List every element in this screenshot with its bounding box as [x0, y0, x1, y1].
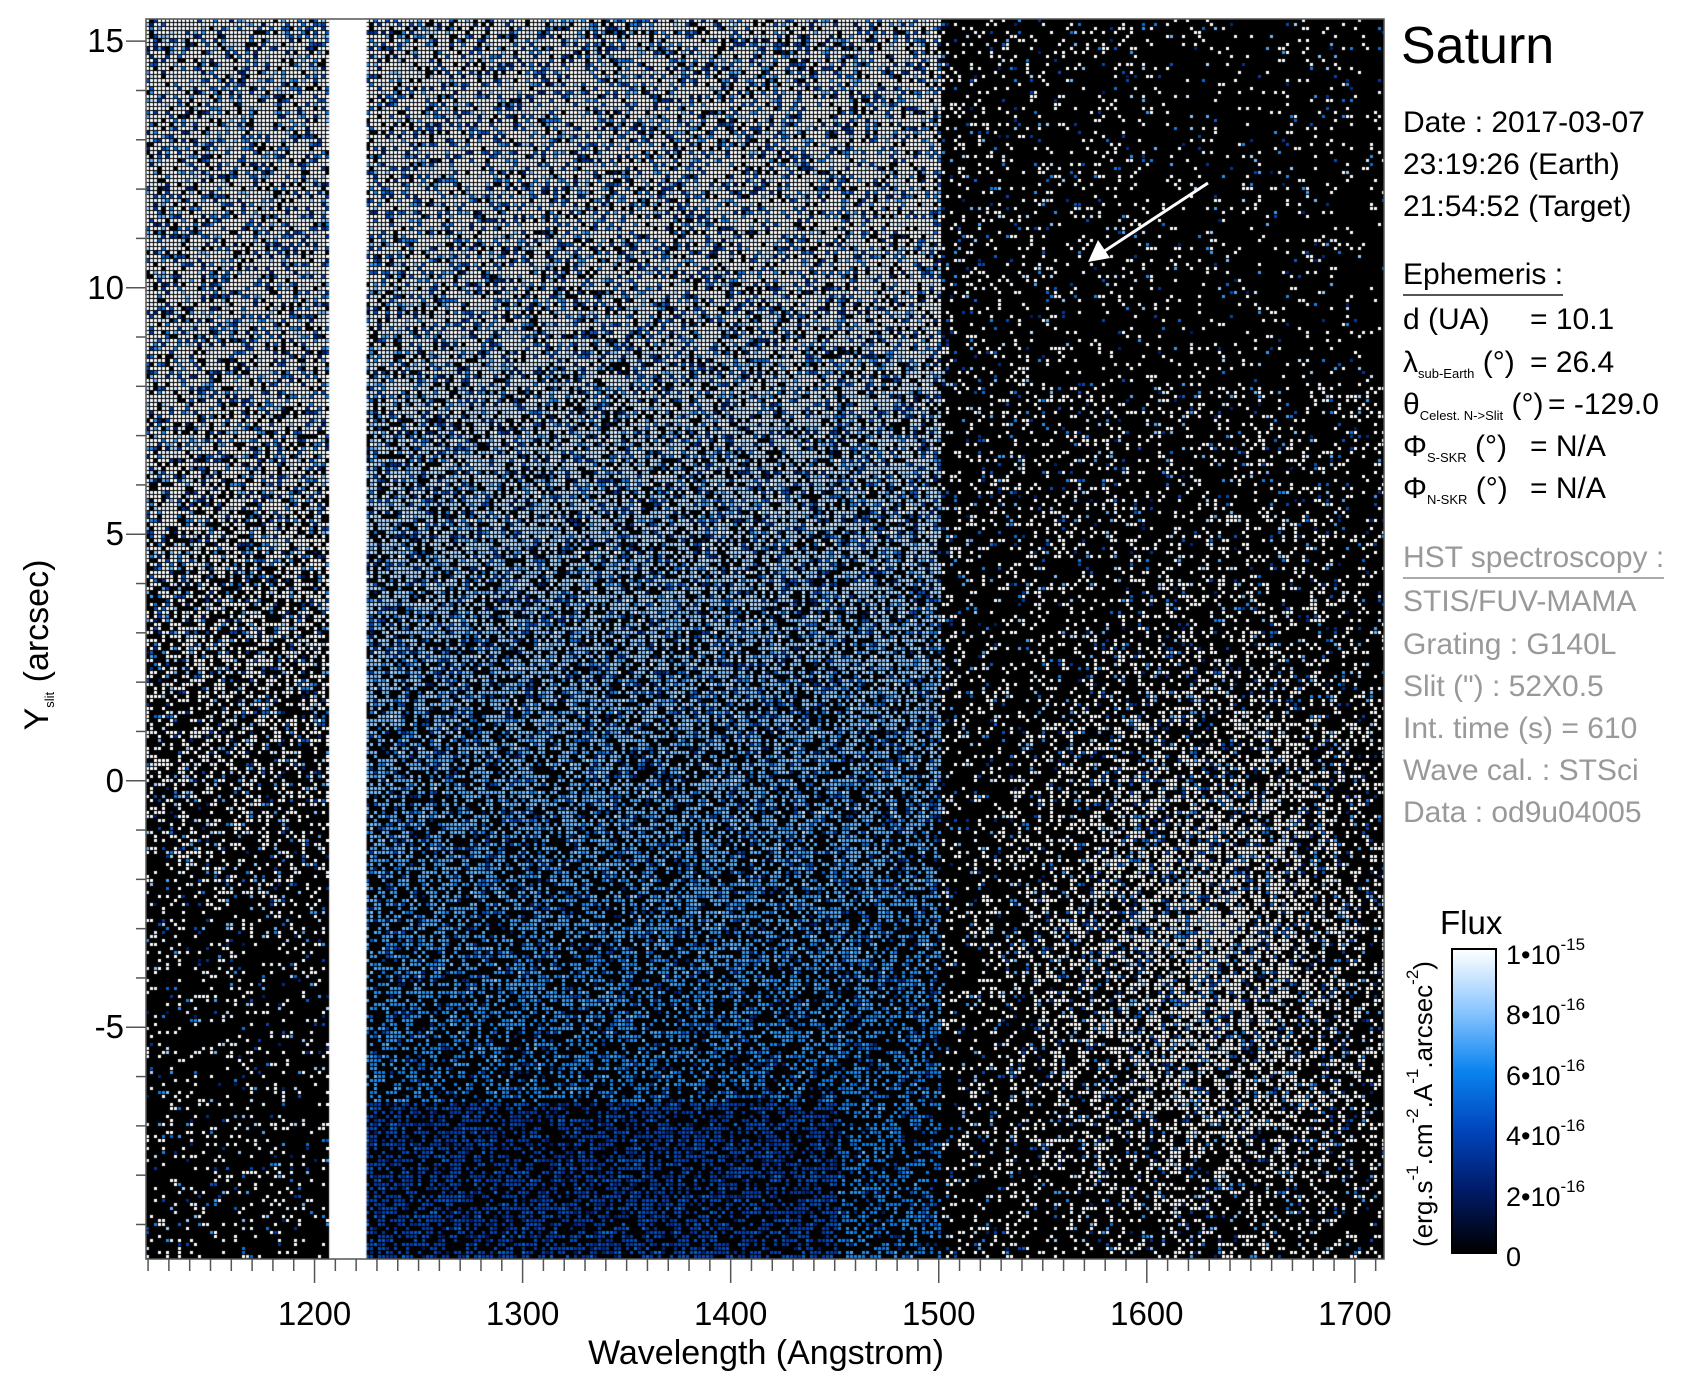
phi-n-symbol: Φ — [1403, 472, 1427, 505]
data-id-text: Data : od9u04005 — [1403, 796, 1642, 829]
target-time-text: 21:54:52 (Target) — [1403, 190, 1632, 223]
cb-unit-h: -2 — [1403, 969, 1422, 985]
phi-n-unit: (°) — [1475, 472, 1508, 505]
colorbar-title: Flux — [1440, 904, 1503, 941]
colorbar-tick-exponent: -16 — [1560, 1176, 1586, 1196]
earth-time-text: 23:19:26 (Earth) — [1403, 148, 1620, 181]
theta-unit: (°) — [1511, 388, 1544, 421]
y-tick-label: 0 — [105, 761, 124, 799]
cb-unit-c: .cm — [1408, 1123, 1438, 1166]
phi-n-sub: N-SKR — [1426, 492, 1468, 507]
colorbar-tick-mantissa: 6•10 — [1506, 1060, 1561, 1091]
x-tick-label: 1300 — [485, 1295, 560, 1332]
colorbar-tick-mantissa: 2•10 — [1506, 1181, 1561, 1212]
annotation-arrow-shaft — [1099, 181, 1209, 256]
ephemeris-phi-s-label: ΦS-SKR (°) — [1403, 430, 1507, 465]
x-tick-label: 1600 — [1110, 1295, 1184, 1332]
date-text: Date : 2017-03-07 — [1403, 106, 1645, 139]
ephemeris-phi-n-label: ΦN-SKR (°) — [1403, 472, 1508, 507]
colorbar-tick-mantissa: 8•10 — [1506, 1000, 1561, 1031]
cb-unit-f: -1 — [1403, 1068, 1422, 1084]
colorbar-tick-label: 4•10-16 — [1506, 1117, 1585, 1150]
colorbar-tick-label: 8•10-16 — [1506, 996, 1585, 1029]
ephemeris-lambda-label: λsub-Earth (°) — [1403, 346, 1515, 381]
ephemeris-phi-n-value: = N/A — [1530, 472, 1606, 505]
colorbar-tick-exponent: -15 — [1560, 935, 1586, 954]
ephemeris-heading: Ephemeris : — [1403, 260, 1564, 296]
int-time-text: Int. time (s) = 610 — [1403, 712, 1638, 745]
cb-unit-a: (erg.s — [1408, 1180, 1438, 1247]
lambda-sub: sub-Earth — [1418, 366, 1475, 381]
y-axis-label-main: Y — [18, 707, 56, 731]
y-axis-label-unit: (arcsec) — [18, 559, 56, 683]
theta-symbol: θ — [1403, 388, 1420, 421]
colorbar-tick-exponent: -16 — [1560, 1055, 1586, 1075]
colorbar-unit-label: (erg.s-1.cm-2.A-1.arcsec-2) — [1403, 961, 1438, 1247]
lambda-symbol: λ — [1403, 346, 1418, 379]
cb-unit-d: -2 — [1403, 1108, 1422, 1124]
phi-s-sub: S-SKR — [1426, 450, 1467, 465]
x-axis-label: Wavelength (Angstrom) — [588, 1334, 944, 1372]
colorbar-tick-label: 1•10-15 — [1506, 936, 1585, 969]
target-title: Saturn — [1401, 17, 1555, 75]
ephemeris-d-value: = 10.1 — [1530, 303, 1615, 336]
cb-unit-b: -1 — [1403, 1165, 1422, 1181]
colorbar-tick-label: 2•10-16 — [1506, 1178, 1585, 1211]
grating-text: Grating : G140L — [1403, 628, 1617, 661]
phi-s-unit: (°) — [1475, 430, 1507, 463]
colorbar — [1451, 948, 1497, 1254]
lambda-unit: (°) — [1482, 346, 1515, 379]
colorbar-tick-mantissa: 4•10 — [1506, 1121, 1561, 1152]
colorbar-tick-label: 0 — [1506, 1238, 1521, 1271]
y-axis-label: Yslit (arcsec) — [18, 559, 57, 731]
x-tick-label: 1700 — [1318, 1295, 1392, 1332]
slit-text: Slit (") : 52X0.5 — [1403, 670, 1604, 703]
y-axis-label-sub: slit — [42, 691, 57, 708]
y-tick-label: -5 — [94, 1008, 124, 1046]
y-tick-label: 15 — [87, 22, 124, 60]
y-tick-label: 10 — [87, 268, 124, 306]
theta-sub: Celest. N->Slit — [1419, 408, 1504, 423]
instrument-text: STIS/FUV-MAMA — [1403, 585, 1637, 618]
colorbar-tick-label: 6•10-16 — [1506, 1057, 1585, 1090]
ephemeris-theta-label: θCelest. N->Slit (°) — [1403, 388, 1544, 423]
spectrum-heatmap — [146, 19, 1384, 1259]
annotation-arrow-head — [1088, 240, 1110, 262]
ephemeris-phi-s-value: = N/A — [1530, 430, 1606, 463]
ephemeris-lambda-value: = 26.4 — [1530, 346, 1615, 379]
colorbar-tick-exponent: -16 — [1560, 995, 1586, 1015]
cb-unit-g: .arcsec — [1408, 984, 1438, 1069]
x-tick-label: 1500 — [902, 1295, 976, 1332]
x-tick-label: 1200 — [277, 1295, 352, 1332]
colorbar-tick-mantissa: 1•10 — [1506, 940, 1561, 970]
cb-unit-e: .A — [1408, 1083, 1438, 1109]
wave-cal-text: Wave cal. : STSci — [1403, 754, 1639, 787]
colorbar-tick-exponent: -16 — [1560, 1116, 1586, 1136]
cb-unit-i: ) — [1408, 961, 1438, 970]
ephemeris-d-label: d (UA) — [1403, 303, 1490, 336]
ephemeris-theta-value: = -129.0 — [1548, 388, 1659, 421]
plot-frame — [145, 18, 1385, 1260]
y-tick-label: 5 — [105, 515, 124, 553]
phi-s-symbol: Φ — [1403, 430, 1427, 463]
colorbar-tick-mantissa: 0 — [1506, 1242, 1522, 1272]
x-tick-label: 1400 — [693, 1295, 768, 1332]
hst-heading: HST spectroscopy : — [1403, 543, 1665, 579]
